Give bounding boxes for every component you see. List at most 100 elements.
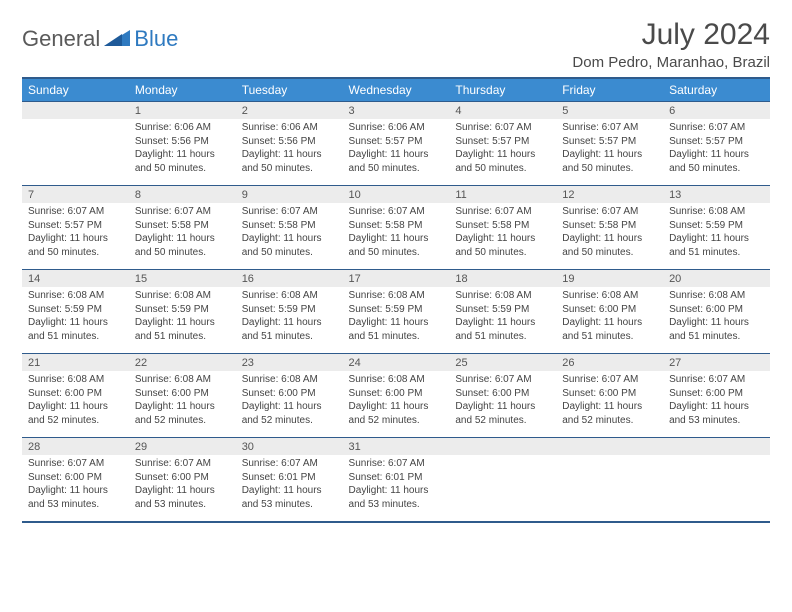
day-number: 18 — [455, 273, 467, 285]
daylight-text: Daylight: 11 hours and 52 minutes. — [242, 400, 337, 427]
day-number: 30 — [242, 441, 254, 453]
daylight-text: Daylight: 11 hours and 51 minutes. — [562, 316, 657, 343]
day-number-cell: 25 — [449, 354, 556, 372]
day-number: 14 — [28, 273, 40, 285]
day-number: 16 — [242, 273, 254, 285]
sunset-text: Sunset: 5:58 PM — [242, 219, 337, 233]
sunrise-text: Sunrise: 6:07 AM — [135, 457, 230, 471]
sunset-text: Sunset: 5:57 PM — [562, 135, 657, 149]
daylight-text: Daylight: 11 hours and 50 minutes. — [349, 232, 444, 259]
daylight-text: Daylight: 11 hours and 53 minutes. — [669, 400, 764, 427]
day-number: 4 — [455, 105, 461, 117]
day-detail-cell — [22, 119, 129, 186]
day-number: 19 — [562, 273, 574, 285]
sunset-text: Sunset: 6:00 PM — [562, 387, 657, 401]
daylight-text: Daylight: 11 hours and 50 minutes. — [455, 148, 550, 175]
day-number-cell: 7 — [22, 186, 129, 204]
day-number: 7 — [28, 189, 34, 201]
location-text: Dom Pedro, Maranhao, Brazil — [572, 54, 770, 71]
sunrise-text: Sunrise: 6:07 AM — [135, 205, 230, 219]
day-number-cell: 22 — [129, 354, 236, 372]
day-number-cell: 29 — [129, 438, 236, 456]
daylight-text: Daylight: 11 hours and 50 minutes. — [242, 232, 337, 259]
sunset-text: Sunset: 6:00 PM — [28, 471, 123, 485]
day-detail-cell: Sunrise: 6:07 AMSunset: 5:57 PMDaylight:… — [449, 119, 556, 186]
sunrise-text: Sunrise: 6:06 AM — [349, 121, 444, 135]
day-detail-cell: Sunrise: 6:08 AMSunset: 5:59 PMDaylight:… — [663, 203, 770, 270]
sunrise-text: Sunrise: 6:08 AM — [669, 289, 764, 303]
day-detail-cell: Sunrise: 6:07 AMSunset: 6:00 PMDaylight:… — [663, 371, 770, 438]
day-number: 9 — [242, 189, 248, 201]
day-detail-cell: Sunrise: 6:07 AMSunset: 6:00 PMDaylight:… — [22, 455, 129, 522]
day-number-cell: 31 — [343, 438, 450, 456]
day-detail-cell: Sunrise: 6:07 AMSunset: 5:58 PMDaylight:… — [129, 203, 236, 270]
daylight-text: Daylight: 11 hours and 50 minutes. — [349, 148, 444, 175]
daylight-text: Daylight: 11 hours and 53 minutes. — [135, 484, 230, 511]
day-number: 21 — [28, 357, 40, 369]
day-number-cell: 15 — [129, 270, 236, 288]
day-number-cell: 20 — [663, 270, 770, 288]
day-number: 2 — [242, 105, 248, 117]
day-detail-cell: Sunrise: 6:07 AMSunset: 5:58 PMDaylight:… — [343, 203, 450, 270]
day-number: 6 — [669, 105, 675, 117]
day-number: 8 — [135, 189, 141, 201]
sunset-text: Sunset: 5:56 PM — [135, 135, 230, 149]
day-number: 22 — [135, 357, 147, 369]
day-detail-row: Sunrise: 6:06 AM Sunset: 5:56 PM Daylight:… — [22, 119, 770, 186]
day-header-row: Sunday Monday Tuesday Wednesday Thursday… — [22, 78, 770, 102]
day-detail-cell: Sunrise: 6:08 AMSunset: 5:59 PMDaylight:… — [22, 287, 129, 354]
logo-text-blue: Blue — [134, 26, 178, 52]
day-number-cell: 6 — [663, 102, 770, 120]
sunset-text: Sunset: 6:00 PM — [28, 387, 123, 401]
day-number-cell: 18 — [449, 270, 556, 288]
sunset-text: Sunset: 6:01 PM — [242, 471, 337, 485]
sunrise-text: Sunrise: 6:07 AM — [455, 373, 550, 387]
day-detail-cell — [663, 455, 770, 522]
sunrise-text: Sunrise: 6:07 AM — [455, 205, 550, 219]
sunset-text: Sunset: 5:59 PM — [349, 303, 444, 317]
day-detail-cell — [449, 455, 556, 522]
sunset-text: Sunset: 6:01 PM — [349, 471, 444, 485]
day-number: 10 — [349, 189, 361, 201]
day-detail-cell: Sunrise: 6:07 AMSunset: 6:00 PMDaylight:… — [449, 371, 556, 438]
sunset-text: Sunset: 5:59 PM — [242, 303, 337, 317]
day-number-row: 123456 — [22, 102, 770, 120]
day-header: Friday — [556, 78, 663, 102]
day-number-cell: 26 — [556, 354, 663, 372]
day-header: Wednesday — [343, 78, 450, 102]
day-number: 25 — [455, 357, 467, 369]
sunrise-text: Sunrise: 6:07 AM — [562, 205, 657, 219]
day-detail-row: Sunrise: 6:08 AMSunset: 6:00 PMDaylight:… — [22, 371, 770, 438]
day-detail-cell: Sunrise: 6:08 AMSunset: 6:00 PMDaylight:… — [556, 287, 663, 354]
day-number: 28 — [28, 441, 40, 453]
day-detail-cell: Sunrise: 6:07 AMSunset: 5:58 PMDaylight:… — [236, 203, 343, 270]
daylight-text: Daylight: 11 hours and 52 minutes. — [135, 400, 230, 427]
day-header: Saturday — [663, 78, 770, 102]
daylight-text: Daylight: 11 hours and 51 minutes. — [349, 316, 444, 343]
day-number-cell: 5 — [556, 102, 663, 120]
day-number-cell: 28 — [22, 438, 129, 456]
sunset-text: Sunset: 5:58 PM — [135, 219, 230, 233]
day-detail-cell: Sunrise: 6:06 AMSunset: 5:57 PMDaylight:… — [343, 119, 450, 186]
page-title: July 2024 — [572, 18, 770, 52]
logo: General Blue — [22, 18, 178, 52]
sunset-text: Sunset: 5:57 PM — [669, 135, 764, 149]
sunrise-text: Sunrise: 6:07 AM — [28, 457, 123, 471]
sunset-text: Sunset: 6:00 PM — [669, 303, 764, 317]
day-number: 3 — [349, 105, 355, 117]
day-detail-cell: Sunrise: 6:07 AMSunset: 6:00 PMDaylight:… — [556, 371, 663, 438]
day-number-cell: 23 — [236, 354, 343, 372]
logo-triangle-icon — [104, 28, 130, 51]
day-detail-cell: Sunrise: 6:08 AMSunset: 5:59 PMDaylight:… — [343, 287, 450, 354]
day-number: 12 — [562, 189, 574, 201]
daylight-text: Daylight: 11 hours and 50 minutes. — [135, 232, 230, 259]
day-number-cell: 30 — [236, 438, 343, 456]
daylight-text: Daylight: 11 hours and 53 minutes. — [349, 484, 444, 511]
sunset-text: Sunset: 5:57 PM — [28, 219, 123, 233]
daylight-text: Daylight: 11 hours and 51 minutes. — [28, 316, 123, 343]
sunset-text: Sunset: 5:57 PM — [349, 135, 444, 149]
day-detail-cell: Sunrise: 6:07 AMSunset: 6:00 PMDaylight:… — [129, 455, 236, 522]
day-number-cell — [449, 438, 556, 456]
logo-text-general: General — [22, 26, 100, 52]
day-number-cell: 14 — [22, 270, 129, 288]
